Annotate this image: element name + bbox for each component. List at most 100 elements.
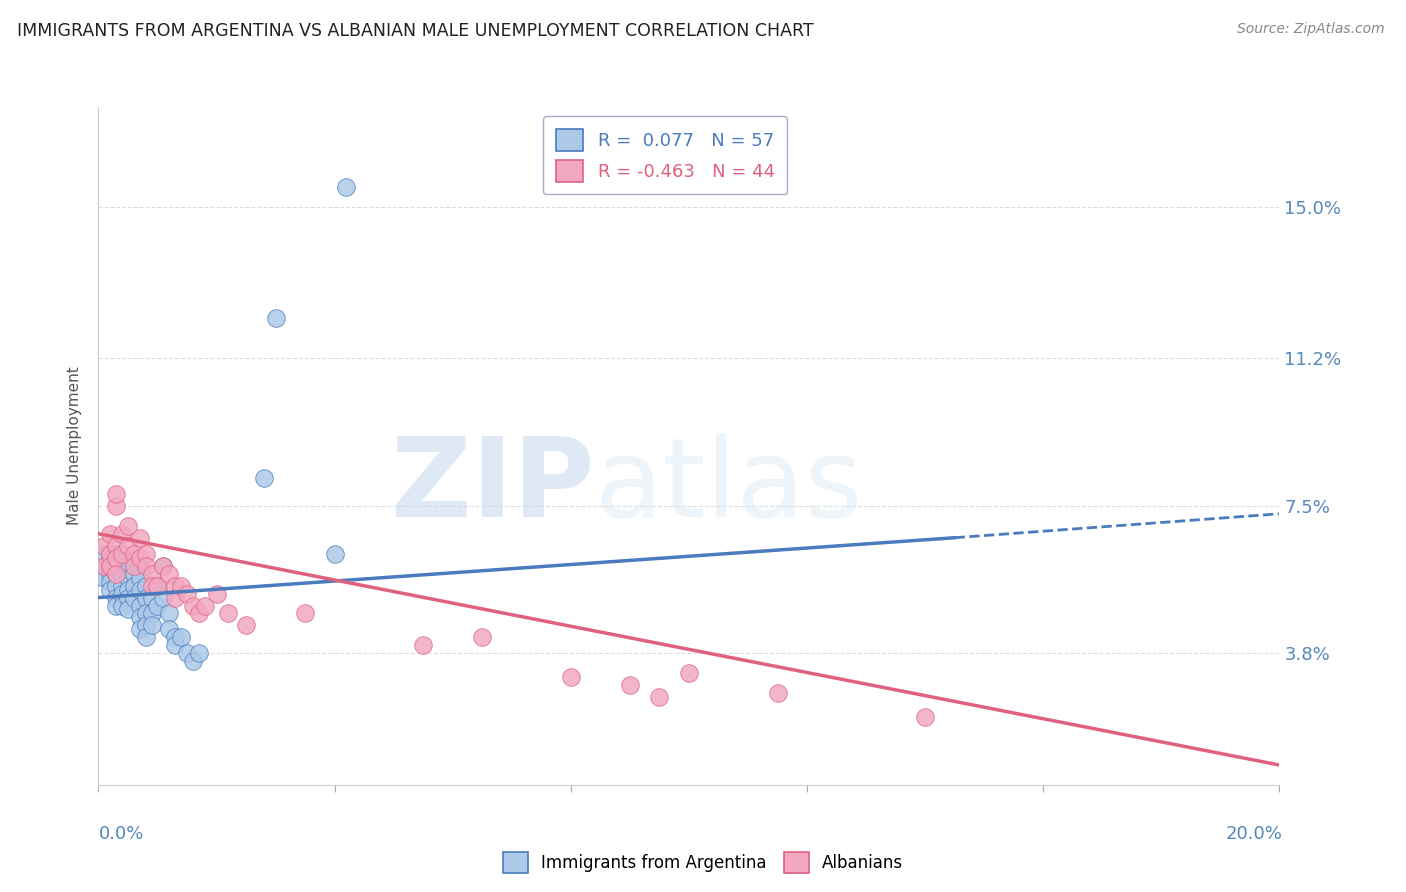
Point (111, 526, 134, 541)
Point (181, 654, 204, 668)
Point (105, 566, 128, 581)
Point (914, 710, 936, 724)
Point (264, 311, 287, 326)
Point (93, 571, 115, 585)
Point (105, 599, 128, 613)
Point (105, 566, 128, 581)
Point (205, 586, 228, 600)
Point (93, 558, 115, 573)
Point (141, 618, 163, 632)
Point (122, 547, 145, 561)
Point (135, 547, 157, 561)
Point (135, 631, 157, 645)
Point (93, 539, 115, 553)
Point (105, 487, 128, 501)
Point (117, 602, 139, 616)
Point (141, 578, 163, 592)
Point (146, 578, 169, 592)
Point (152, 558, 174, 573)
Point (135, 558, 157, 573)
Text: IMMIGRANTS FROM ARGENTINA VS ALBANIAN MALE UNEMPLOYMENT CORRELATION CHART: IMMIGRANTS FROM ARGENTINA VS ALBANIAN MA… (17, 22, 814, 40)
Point (165, 631, 187, 645)
Point (111, 578, 134, 592)
Point (105, 591, 128, 605)
Point (766, 686, 789, 700)
Point (98, 566, 121, 581)
Point (117, 558, 139, 573)
Point (117, 582, 139, 597)
Point (152, 558, 174, 573)
Point (98, 558, 121, 573)
Point (619, 678, 641, 692)
Point (235, 618, 257, 632)
Point (111, 586, 134, 600)
Point (98, 526, 121, 541)
Point (117, 591, 139, 605)
Point (93, 558, 115, 573)
Point (157, 566, 180, 581)
Point (165, 591, 187, 605)
Point (105, 539, 128, 553)
Point (105, 550, 128, 565)
Point (335, 179, 357, 194)
Legend: Immigrants from Argentina, Albanians: Immigrants from Argentina, Albanians (496, 846, 910, 880)
Point (98, 558, 121, 573)
Point (122, 558, 145, 573)
Point (176, 586, 198, 600)
Point (128, 531, 150, 545)
Point (471, 631, 494, 645)
Point (128, 599, 150, 613)
Point (111, 566, 134, 581)
Point (98, 574, 121, 589)
Point (122, 566, 145, 581)
Point (128, 571, 150, 585)
Point (194, 599, 217, 613)
Point (187, 607, 209, 621)
Point (141, 566, 163, 581)
Point (176, 646, 198, 660)
Point (217, 607, 239, 621)
Point (165, 639, 187, 653)
Point (135, 607, 157, 621)
Point (187, 646, 209, 660)
Point (111, 550, 134, 565)
Point (412, 639, 434, 653)
Y-axis label: Male Unemployment: Male Unemployment (67, 367, 83, 525)
Point (98, 582, 121, 597)
Text: atlas: atlas (595, 434, 863, 541)
Point (135, 578, 157, 592)
Point (141, 607, 163, 621)
Legend: R =  0.077   N = 57, R = -0.463   N = 44: R = 0.077 N = 57, R = -0.463 N = 44 (543, 116, 787, 194)
Point (98, 547, 121, 561)
Point (111, 599, 134, 613)
Point (152, 591, 174, 605)
Point (128, 558, 150, 573)
Point (157, 623, 180, 637)
Point (93, 547, 115, 561)
Point (141, 591, 163, 605)
Point (117, 539, 139, 553)
Point (105, 558, 128, 573)
Point (117, 518, 139, 533)
Point (111, 547, 134, 561)
Point (128, 582, 150, 597)
Point (165, 578, 187, 592)
Text: 0.0%: 0.0% (98, 825, 143, 843)
Point (181, 599, 204, 613)
Point (128, 610, 150, 624)
Point (128, 623, 150, 637)
Point (128, 550, 150, 565)
Point (678, 666, 700, 681)
Point (560, 670, 582, 684)
Point (135, 591, 157, 605)
Point (98, 550, 121, 565)
Point (105, 578, 128, 592)
Point (648, 690, 671, 705)
Point (157, 607, 180, 621)
Text: 20.0%: 20.0% (1226, 825, 1282, 843)
Point (117, 571, 139, 585)
Point (294, 607, 316, 621)
Point (170, 578, 193, 592)
Point (170, 631, 193, 645)
Point (105, 499, 128, 513)
